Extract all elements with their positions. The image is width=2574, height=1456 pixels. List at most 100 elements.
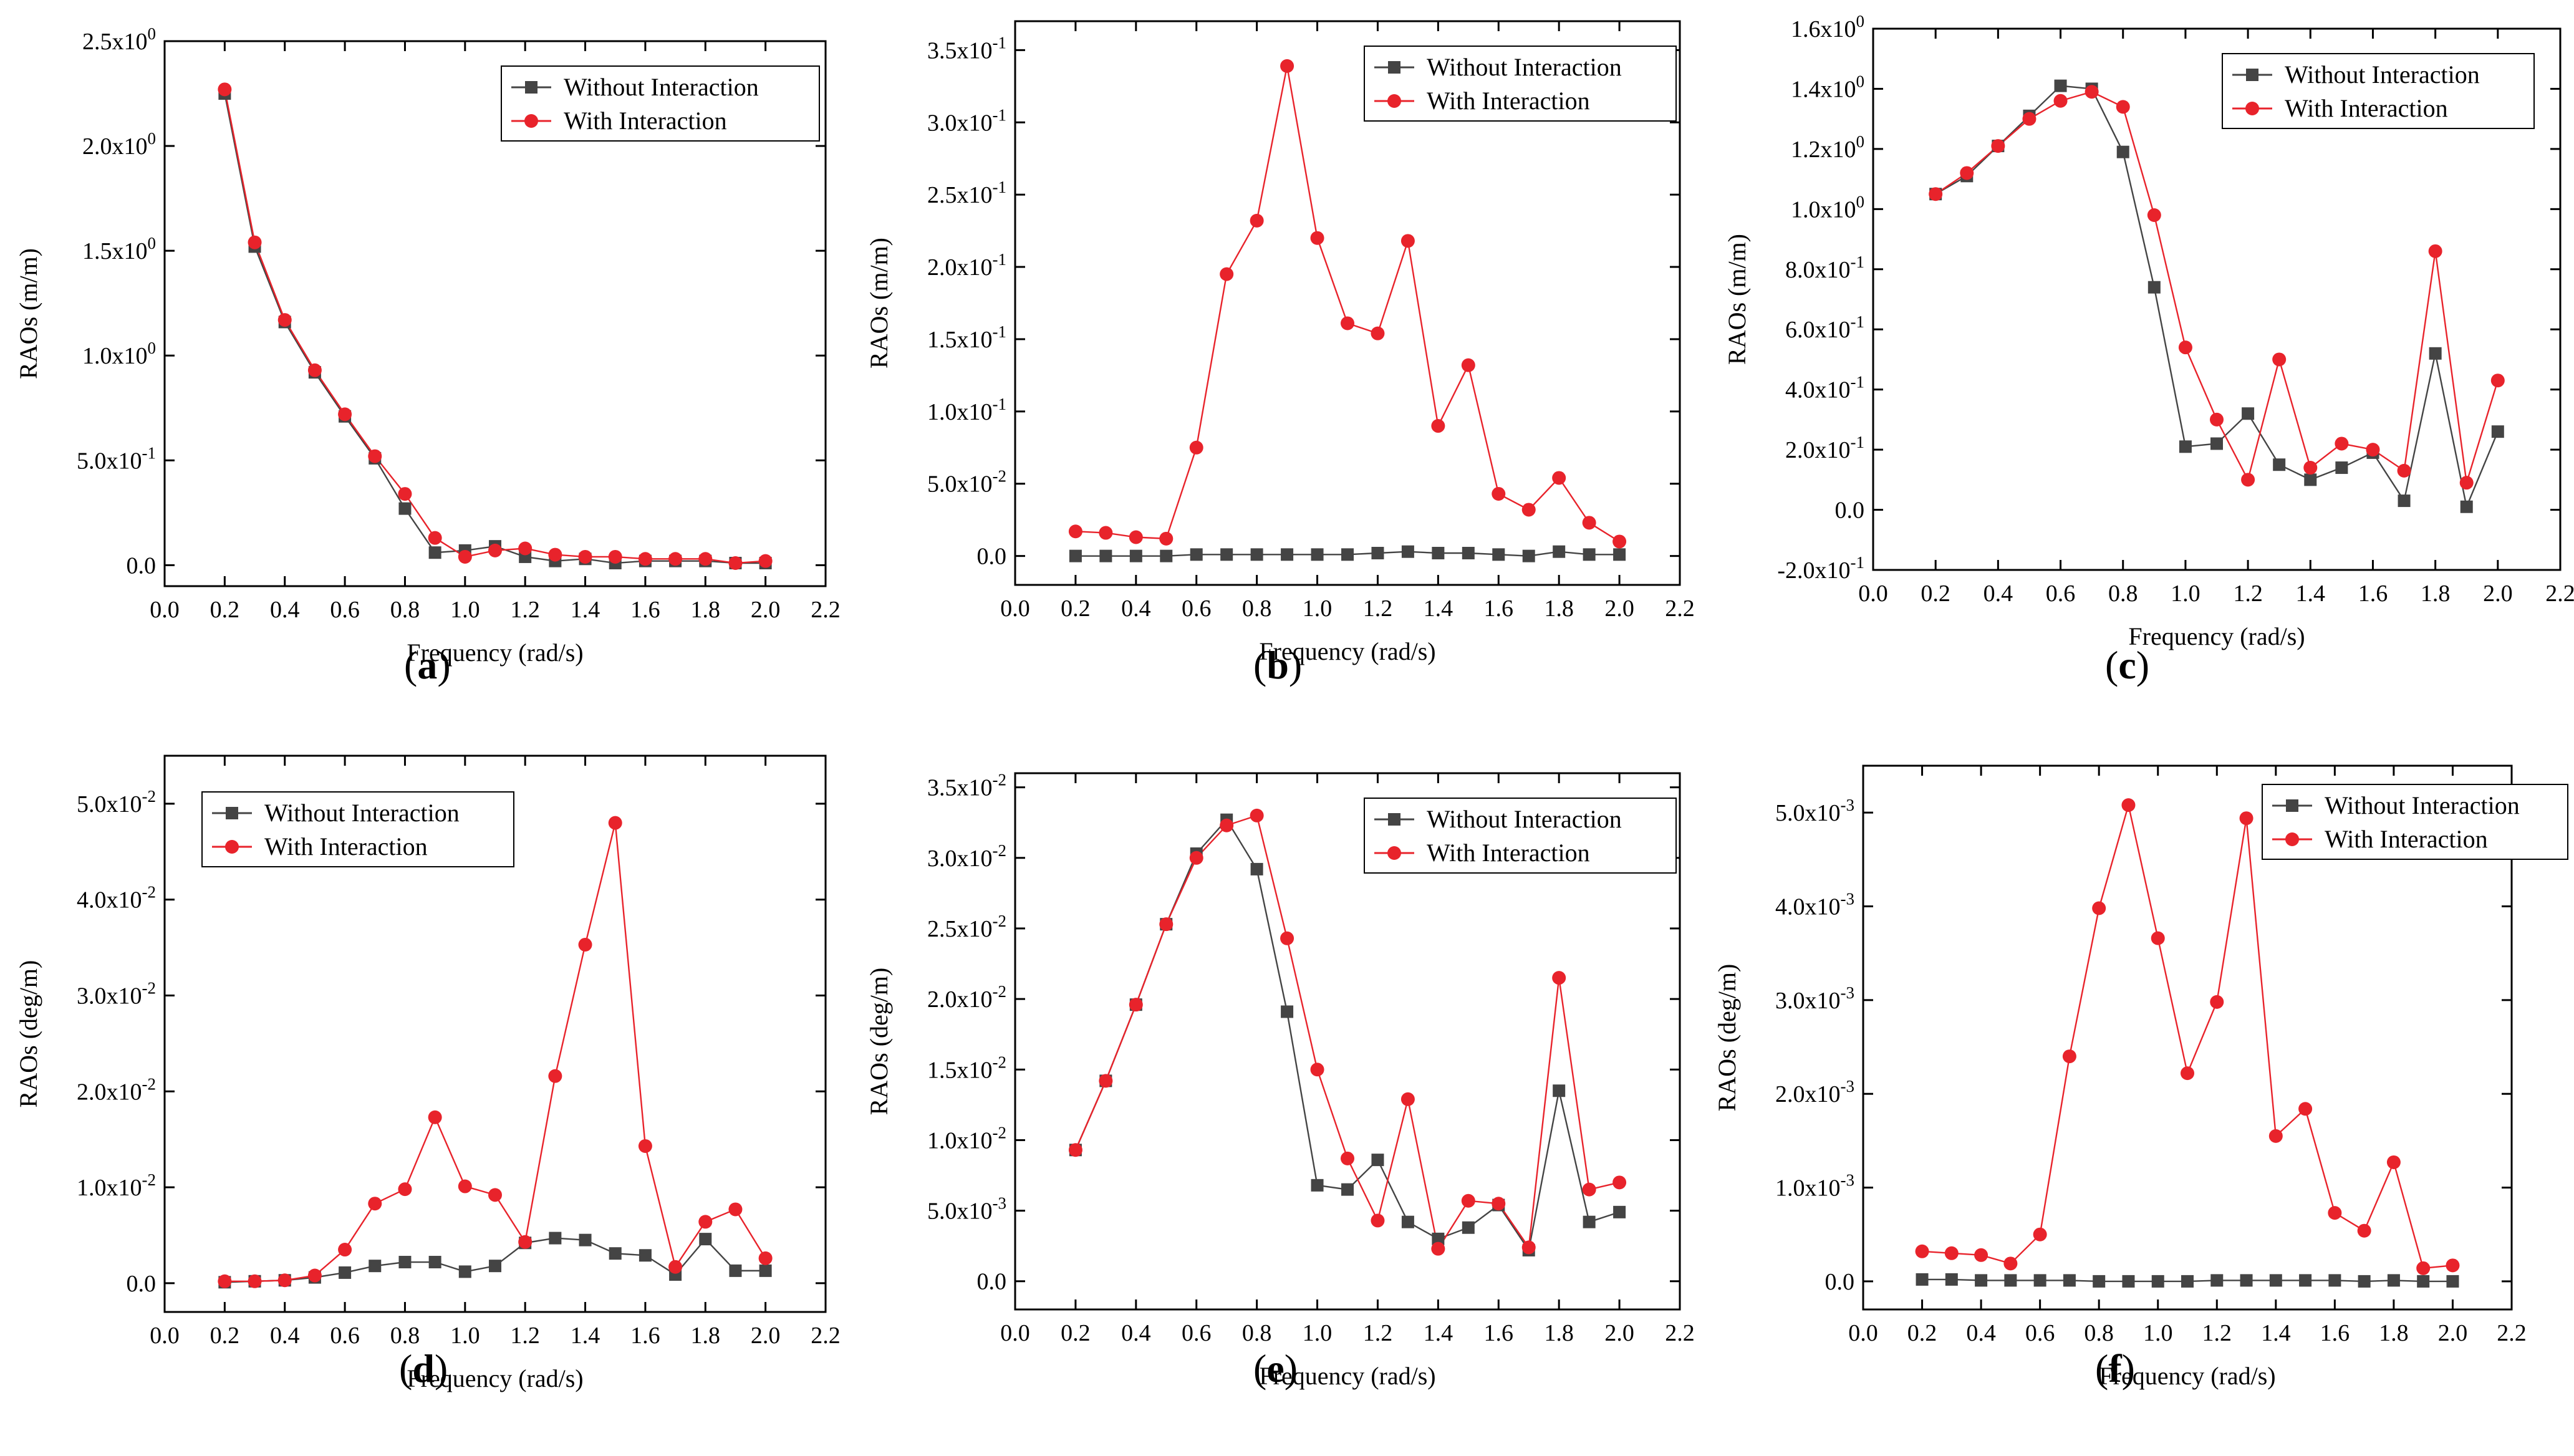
legend-marker-circle bbox=[2245, 102, 2259, 115]
x-tick-label: 1.8 bbox=[1544, 1320, 1574, 1346]
x-tick-label: 0.0 bbox=[150, 1323, 180, 1349]
point-with-interaction bbox=[488, 543, 502, 557]
legend-marker-square bbox=[1388, 61, 1400, 74]
point-with-interaction bbox=[1280, 931, 1294, 945]
point-without-interaction bbox=[2417, 1275, 2430, 1288]
point-with-interaction bbox=[488, 1188, 502, 1202]
point-with-interaction bbox=[2335, 436, 2349, 451]
point-with-interaction bbox=[758, 1251, 773, 1265]
point-without-interaction bbox=[1462, 1221, 1475, 1234]
point-with-interaction bbox=[608, 549, 622, 564]
x-tick-label: 1.2 bbox=[510, 1323, 540, 1349]
point-with-interaction bbox=[2178, 340, 2192, 355]
point-without-interaction bbox=[2116, 145, 2129, 158]
series-line-with-interaction bbox=[1922, 804, 2453, 1270]
legend-label: Without Interaction bbox=[564, 73, 759, 101]
point-without-interaction bbox=[1462, 547, 1475, 560]
point-with-interaction bbox=[2303, 461, 2318, 475]
point-with-interaction bbox=[458, 549, 472, 564]
x-axis-title: Frequency (rad/s) bbox=[1259, 637, 1435, 665]
point-with-interaction bbox=[2268, 1129, 2283, 1143]
legend-marker-circle bbox=[1387, 846, 1401, 860]
x-tick-label: 0.6 bbox=[330, 1323, 360, 1349]
point-without-interaction bbox=[428, 546, 441, 559]
point-without-interaction bbox=[1401, 1215, 1414, 1228]
point-without-interaction bbox=[2240, 1274, 2253, 1287]
x-tick-label: 0.2 bbox=[1907, 1320, 1937, 1346]
point-with-interaction bbox=[1612, 1175, 1627, 1190]
x-tick-label: 1.0 bbox=[1303, 1320, 1333, 1346]
x-tick-label: 1.8 bbox=[1544, 595, 1574, 622]
x-tick-label: 1.0 bbox=[450, 597, 480, 623]
point-with-interaction bbox=[1220, 818, 1234, 832]
plot-frame bbox=[1862, 764, 2513, 1311]
x-tick-label: 2.2 bbox=[1665, 595, 1695, 622]
x-tick-label: 2.0 bbox=[2438, 1320, 2468, 1346]
y-tick-label: 2.0x10-1 bbox=[927, 250, 1006, 281]
point-with-interaction bbox=[1492, 486, 1506, 501]
x-tick-label: 0.4 bbox=[1984, 581, 2013, 607]
x-tick-label: 1.2 bbox=[1363, 1320, 1393, 1346]
point-with-interaction bbox=[1431, 419, 1445, 433]
point-with-interaction bbox=[2416, 1261, 2431, 1275]
point-without-interaction bbox=[1916, 1273, 1929, 1286]
x-tick-label: 1.6 bbox=[1484, 595, 1514, 622]
x-tick-label: 0.0 bbox=[1858, 581, 1888, 607]
point-without-interaction bbox=[1583, 548, 1596, 561]
x-tick-label: 1.8 bbox=[691, 1323, 721, 1349]
point-with-interaction bbox=[428, 1110, 442, 1124]
point-without-interaction bbox=[1492, 548, 1505, 561]
point-with-interaction bbox=[1552, 471, 1566, 485]
legend: Without Interaction With Interaction bbox=[201, 791, 514, 867]
legend: Without Interaction With Interaction bbox=[1364, 798, 1677, 874]
point-with-interaction bbox=[1099, 1074, 1113, 1088]
x-tick-label: 0.4 bbox=[270, 1323, 300, 1349]
point-without-interaction bbox=[1341, 1183, 1354, 1196]
panel-label-close: ) bbox=[1288, 643, 1303, 687]
x-axis-title: Frequency (rad/s) bbox=[1259, 1362, 1435, 1390]
point-with-interaction bbox=[1521, 503, 1536, 517]
point-without-interaction bbox=[1220, 548, 1233, 561]
point-with-interaction bbox=[1991, 139, 2005, 153]
legend-label: With Interaction bbox=[2325, 825, 2488, 853]
x-tick-label: 1.4 bbox=[2296, 581, 2326, 607]
point-without-interaction bbox=[2398, 494, 2411, 508]
y-tick-label: 1.0x100 bbox=[82, 339, 156, 369]
y-tick-label: 0.0 bbox=[127, 552, 157, 579]
x-tick-label: 1.8 bbox=[2379, 1320, 2409, 1346]
point-without-interaction bbox=[458, 1265, 471, 1278]
point-without-interaction bbox=[398, 1256, 412, 1269]
y-tick-label: 1.5x10-1 bbox=[927, 322, 1006, 353]
y-tick-label: 0.0 bbox=[127, 1271, 157, 1297]
x-tick-label: 1.4 bbox=[1424, 595, 1453, 622]
x-tick-label: 0.6 bbox=[1182, 1320, 1212, 1346]
x-tick-label: 0.2 bbox=[1061, 1320, 1091, 1346]
point-with-interaction bbox=[1960, 166, 1974, 180]
y-tick-label: 2.0x10-3 bbox=[1775, 1077, 1854, 1107]
point-without-interaction bbox=[2033, 1274, 2046, 1287]
panel-label: (a) bbox=[404, 642, 451, 688]
point-with-interaction bbox=[728, 556, 743, 571]
point-with-interaction bbox=[398, 487, 412, 501]
x-tick-label: 2.0 bbox=[1604, 1320, 1634, 1346]
point-without-interaction bbox=[1522, 549, 1535, 562]
point-without-interaction bbox=[759, 1264, 772, 1277]
plot-frame bbox=[163, 755, 827, 1313]
point-without-interaction bbox=[2179, 440, 2192, 453]
point-without-interaction bbox=[2387, 1274, 2400, 1287]
panel-label-letter: d bbox=[412, 1346, 435, 1391]
legend-marker-square bbox=[226, 807, 238, 819]
x-axis-title: Frequency (rad/s) bbox=[2128, 622, 2305, 650]
plot-frame bbox=[163, 40, 827, 587]
plot-frame bbox=[1014, 20, 1681, 586]
y-tick-label: 0.0 bbox=[1835, 498, 1865, 524]
point-without-interaction bbox=[1160, 549, 1173, 562]
y-tick-label: 5.0x10-2 bbox=[77, 787, 156, 817]
point-without-interaction bbox=[339, 1266, 352, 1279]
point-without-interaction bbox=[2304, 473, 2317, 486]
point-without-interaction bbox=[1311, 548, 1324, 561]
x-tick-label: 1.4 bbox=[571, 597, 600, 623]
y-tick-label: 1.0x10-2 bbox=[77, 1170, 156, 1201]
